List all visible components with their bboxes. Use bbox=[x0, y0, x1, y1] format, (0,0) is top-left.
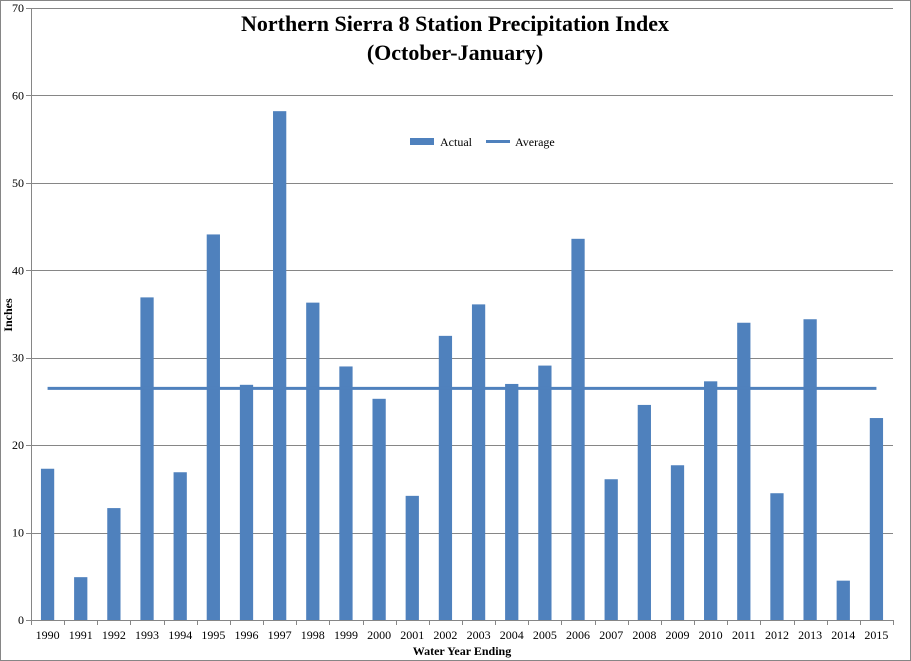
x-tick-label: 2003 bbox=[467, 628, 491, 642]
legend-label-actual: Actual bbox=[440, 135, 473, 149]
x-tick-label: 2013 bbox=[798, 628, 822, 642]
bar-2014 bbox=[836, 580, 850, 620]
bar-1996 bbox=[239, 384, 254, 620]
bar-1995 bbox=[206, 234, 220, 620]
x-tick-label: 1990 bbox=[36, 628, 60, 642]
y-tick-label: 30 bbox=[12, 351, 24, 365]
x-tick-label: 1998 bbox=[301, 628, 325, 642]
y-tick-label: 50 bbox=[12, 176, 24, 190]
y-axis-ticks: 0 10 20 30 40 50 60 70 bbox=[12, 1, 31, 627]
bar-2009 bbox=[670, 465, 685, 620]
x-tick-label: 1999 bbox=[334, 628, 358, 642]
legend-label-average: Average bbox=[515, 135, 555, 149]
y-tick-label: 60 bbox=[12, 88, 24, 102]
bar-2013 bbox=[803, 319, 817, 620]
x-tick-label: 2004 bbox=[500, 628, 524, 642]
bar-1998 bbox=[306, 302, 320, 620]
y-axis-title: Inches bbox=[1, 298, 15, 332]
y-tick-label: 40 bbox=[12, 263, 24, 277]
y-tick-label: 70 bbox=[12, 1, 24, 15]
bar-2004 bbox=[505, 383, 519, 620]
bar-2012 bbox=[770, 493, 784, 620]
bar-2000 bbox=[372, 398, 386, 620]
x-axis-title: Water Year Ending bbox=[413, 644, 511, 658]
bar-2006 bbox=[571, 238, 585, 620]
bar-1999 bbox=[339, 366, 353, 620]
x-tick-label: 2001 bbox=[400, 628, 424, 642]
x-tick-label: 2014 bbox=[831, 628, 855, 642]
x-tick-label: 2000 bbox=[367, 628, 391, 642]
x-tick-label: 1997 bbox=[268, 628, 292, 642]
bar-2003 bbox=[471, 304, 486, 620]
bar-2015 bbox=[869, 418, 884, 620]
x-tick-label: 2008 bbox=[632, 628, 656, 642]
chart-title: Northern Sierra 8 Station Precipitation … bbox=[241, 11, 669, 36]
x-tick-label: 2012 bbox=[765, 628, 789, 642]
x-tick-label: 1991 bbox=[69, 628, 93, 642]
bar-1991 bbox=[74, 577, 88, 620]
bar-1992 bbox=[107, 508, 121, 620]
bar-1997 bbox=[273, 111, 287, 620]
x-tick-label: 1995 bbox=[201, 628, 225, 642]
x-tick-label: 2007 bbox=[599, 628, 623, 642]
x-tick-label: 2015 bbox=[864, 628, 888, 642]
bars bbox=[40, 111, 884, 620]
bar-2007 bbox=[604, 479, 618, 620]
chart-subtitle: (October-January) bbox=[367, 40, 543, 65]
bar-2002 bbox=[438, 335, 453, 620]
bar-2011 bbox=[737, 322, 751, 620]
bar-2001 bbox=[405, 495, 419, 620]
x-tick-label: 1996 bbox=[235, 628, 259, 642]
x-tick-label: 1992 bbox=[102, 628, 126, 642]
x-tick-label: 2009 bbox=[666, 628, 690, 642]
x-tick-label: 2011 bbox=[732, 628, 756, 642]
bar-1990 bbox=[40, 468, 55, 620]
y-tick-label: 20 bbox=[12, 438, 24, 452]
legend-swatch-actual bbox=[410, 138, 434, 145]
legend: Actual Average bbox=[410, 135, 555, 149]
x-tick-label: 2006 bbox=[566, 628, 590, 642]
bar-2005 bbox=[538, 365, 552, 620]
bar-2010 bbox=[704, 381, 718, 620]
x-tick-label: 1994 bbox=[168, 628, 192, 642]
y-tick-label: 0 bbox=[18, 613, 24, 627]
x-tick-label: 2005 bbox=[533, 628, 557, 642]
bar-1994 bbox=[173, 472, 187, 620]
bar-2008 bbox=[637, 404, 651, 620]
x-axis-ticks: 1990 1991 1992 1993 1994 1995 1996 1997 1998 1999… bbox=[31, 620, 894, 642]
x-tick-label: 2010 bbox=[699, 628, 723, 642]
y-tick-label: 10 bbox=[12, 526, 24, 540]
x-tick-label: 2002 bbox=[433, 628, 457, 642]
bar-1993 bbox=[140, 297, 154, 620]
x-tick-label: 1993 bbox=[135, 628, 159, 642]
